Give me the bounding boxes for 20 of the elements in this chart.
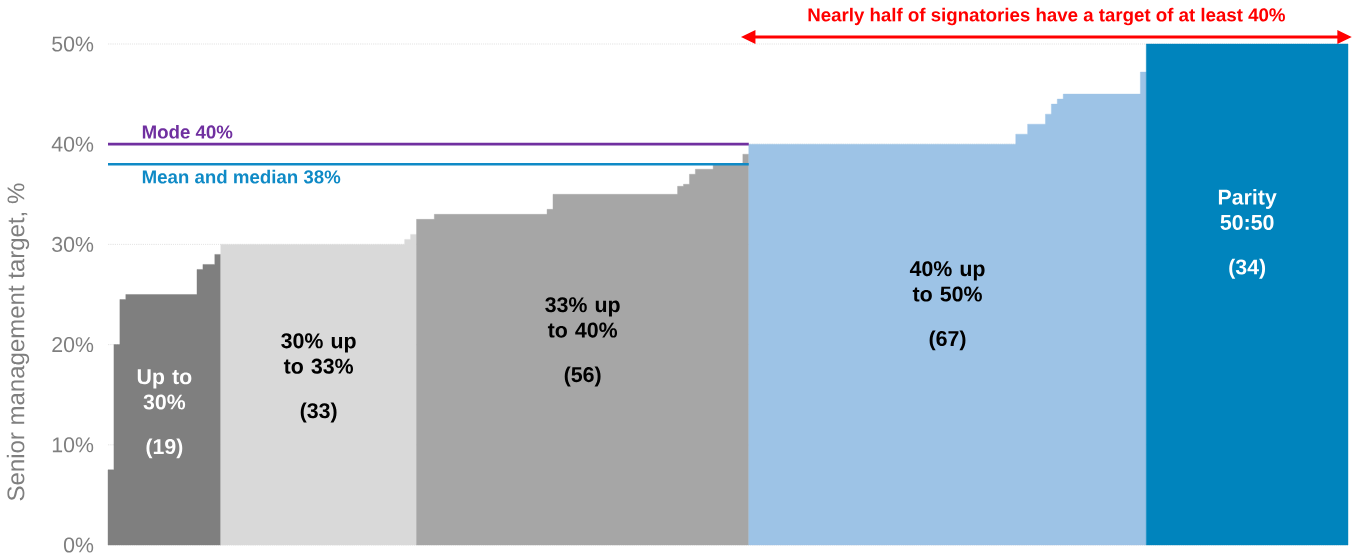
y-tick-label: 10% (52, 437, 94, 453)
chart-title: Nearly half of signatories have a target of at least 40% (808, 7, 1285, 26)
y-tick-label: 50% (52, 36, 94, 52)
ref-line-label: Mean and median 38% (142, 169, 341, 184)
annotation: (67) (929, 330, 966, 351)
y-tick-label: 40% (51, 136, 94, 152)
y-tick-label: 0% (63, 537, 94, 553)
y-tick-label: 30% (52, 236, 94, 252)
series-label: 33% up to 40% (545, 297, 620, 338)
annotation: (56) (564, 366, 601, 387)
annotation: (34) (1229, 258, 1266, 279)
series-label: Up to 30% (137, 369, 192, 410)
y-axis-title: Senior management target, % (6, 183, 30, 501)
series-label: Parity 50:50 (1218, 188, 1277, 230)
series-label: 40% up to 50% (909, 261, 985, 302)
ref-line-label: Mode 40% (142, 124, 233, 139)
annotation: (19) (146, 438, 183, 459)
annotation: (33) (300, 402, 337, 423)
y-tick-label: 20% (52, 337, 94, 353)
series-label: 30% up to 33% (281, 333, 356, 374)
